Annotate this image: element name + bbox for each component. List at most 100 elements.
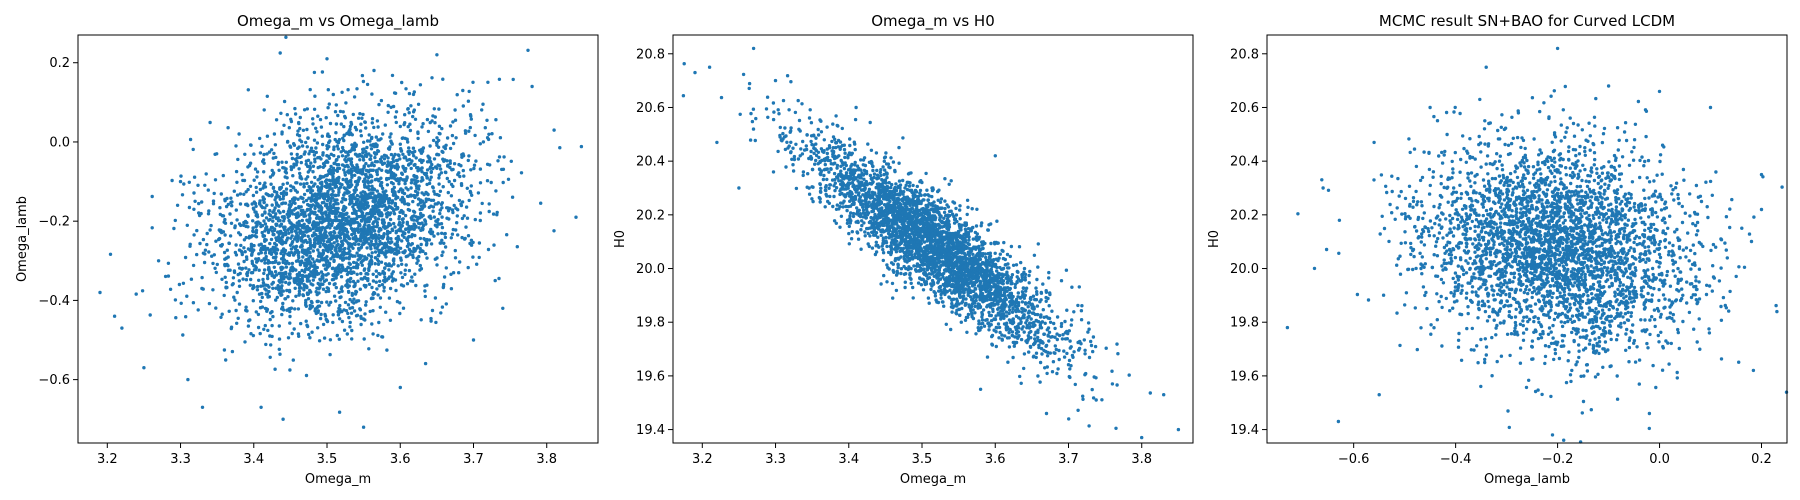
scatter-point bbox=[307, 246, 311, 251]
scatter-point bbox=[285, 212, 289, 216]
scatter-point bbox=[359, 322, 363, 327]
x-tick-label: 3.8 bbox=[536, 452, 557, 467]
scatter-point bbox=[311, 249, 315, 253]
scatter-point bbox=[238, 202, 243, 206]
scatter-point bbox=[313, 160, 317, 164]
scatter-points bbox=[98, 35, 584, 429]
scatter-point bbox=[310, 210, 314, 214]
scatter-point bbox=[363, 241, 367, 245]
scatter-point bbox=[356, 263, 360, 267]
scatter-point bbox=[379, 182, 383, 186]
scatter-point bbox=[363, 120, 367, 124]
scatter-point bbox=[425, 168, 430, 172]
scatter-point bbox=[435, 136, 439, 140]
scatter-point bbox=[891, 160, 896, 164]
scatter-point bbox=[1022, 266, 1027, 271]
scatter-point bbox=[377, 320, 381, 325]
scatter-point bbox=[359, 122, 363, 126]
scatter-point bbox=[270, 323, 274, 328]
scatter-point bbox=[485, 118, 489, 123]
scatter-point bbox=[866, 226, 871, 231]
scatter-point bbox=[347, 261, 351, 265]
scatter-point bbox=[420, 199, 425, 203]
scatter-point bbox=[286, 228, 290, 232]
scatter-point bbox=[302, 182, 306, 186]
scatter-point bbox=[364, 173, 368, 177]
scatter-point bbox=[373, 291, 377, 296]
scatter-point bbox=[771, 170, 776, 174]
scatter-point bbox=[299, 140, 304, 144]
scatter-point bbox=[283, 251, 287, 255]
scatter-point bbox=[308, 237, 312, 241]
scatter-point bbox=[1083, 352, 1087, 356]
scatter-point bbox=[342, 208, 347, 212]
scatter-point bbox=[331, 189, 335, 193]
scatter-point bbox=[911, 285, 915, 290]
scatter-point bbox=[376, 125, 380, 129]
scatter-point bbox=[366, 277, 370, 281]
scatter-point bbox=[380, 235, 384, 240]
scatter-point bbox=[214, 270, 218, 275]
scatter-point bbox=[308, 164, 312, 168]
scatter-point bbox=[911, 296, 915, 300]
scatter-point bbox=[296, 197, 300, 201]
scatter-point bbox=[417, 226, 421, 230]
scatter-point bbox=[314, 269, 319, 274]
scatter-point bbox=[478, 167, 483, 171]
scatter-point bbox=[435, 263, 439, 267]
scatter-point bbox=[915, 184, 919, 189]
scatter-point bbox=[579, 144, 584, 149]
scatter-point bbox=[254, 210, 258, 214]
scatter-point bbox=[236, 316, 240, 320]
scatter-point bbox=[421, 206, 425, 210]
scatter-point bbox=[297, 134, 302, 138]
scatter-point bbox=[383, 226, 387, 230]
scatter-point bbox=[238, 233, 243, 237]
scatter-point bbox=[347, 157, 351, 161]
scatter-point bbox=[307, 218, 312, 222]
scatter-point bbox=[1036, 335, 1040, 340]
scatter-point bbox=[252, 152, 256, 156]
y-axis-label: Omega_lamb bbox=[15, 196, 30, 282]
scatter-point bbox=[298, 263, 303, 267]
scatter-point bbox=[389, 211, 393, 215]
scatter-point bbox=[461, 168, 465, 173]
scatter-point bbox=[406, 244, 410, 249]
scatter-point bbox=[220, 277, 224, 281]
scatter-point bbox=[371, 279, 376, 283]
scatter-point bbox=[418, 263, 422, 268]
scatter-point bbox=[342, 133, 346, 137]
scatter-point bbox=[389, 152, 394, 157]
scatter-point bbox=[352, 309, 357, 313]
scatter-point bbox=[372, 225, 376, 229]
scatter-point bbox=[404, 87, 408, 91]
scatter-point bbox=[284, 191, 289, 195]
scatter-point bbox=[312, 138, 317, 142]
scatter-point bbox=[377, 249, 381, 253]
scatter-point bbox=[401, 284, 406, 288]
scatter-point bbox=[439, 311, 443, 315]
scatter-point bbox=[276, 160, 281, 165]
scatter-point bbox=[940, 300, 945, 304]
scatter-point bbox=[226, 264, 230, 268]
scatter-point bbox=[427, 215, 431, 219]
scatter-point bbox=[437, 173, 441, 177]
scatter-point bbox=[404, 227, 408, 231]
scatter-point bbox=[120, 326, 124, 330]
scatter-point bbox=[461, 154, 466, 158]
scatter-point bbox=[342, 238, 346, 242]
scatter-point bbox=[377, 177, 381, 182]
scatter-point bbox=[416, 102, 421, 107]
scatter-point bbox=[301, 293, 305, 297]
scatter-point bbox=[481, 140, 486, 144]
scatter-point bbox=[370, 251, 374, 255]
scatter-point bbox=[400, 239, 404, 243]
scatter-point bbox=[402, 251, 406, 255]
scatter-point bbox=[399, 271, 403, 275]
scatter-point bbox=[381, 132, 385, 136]
scatter-point bbox=[825, 125, 829, 129]
scatter-point bbox=[311, 257, 315, 261]
scatter-point bbox=[314, 290, 318, 294]
scatter-point bbox=[386, 231, 390, 235]
scatter-point bbox=[285, 181, 290, 185]
